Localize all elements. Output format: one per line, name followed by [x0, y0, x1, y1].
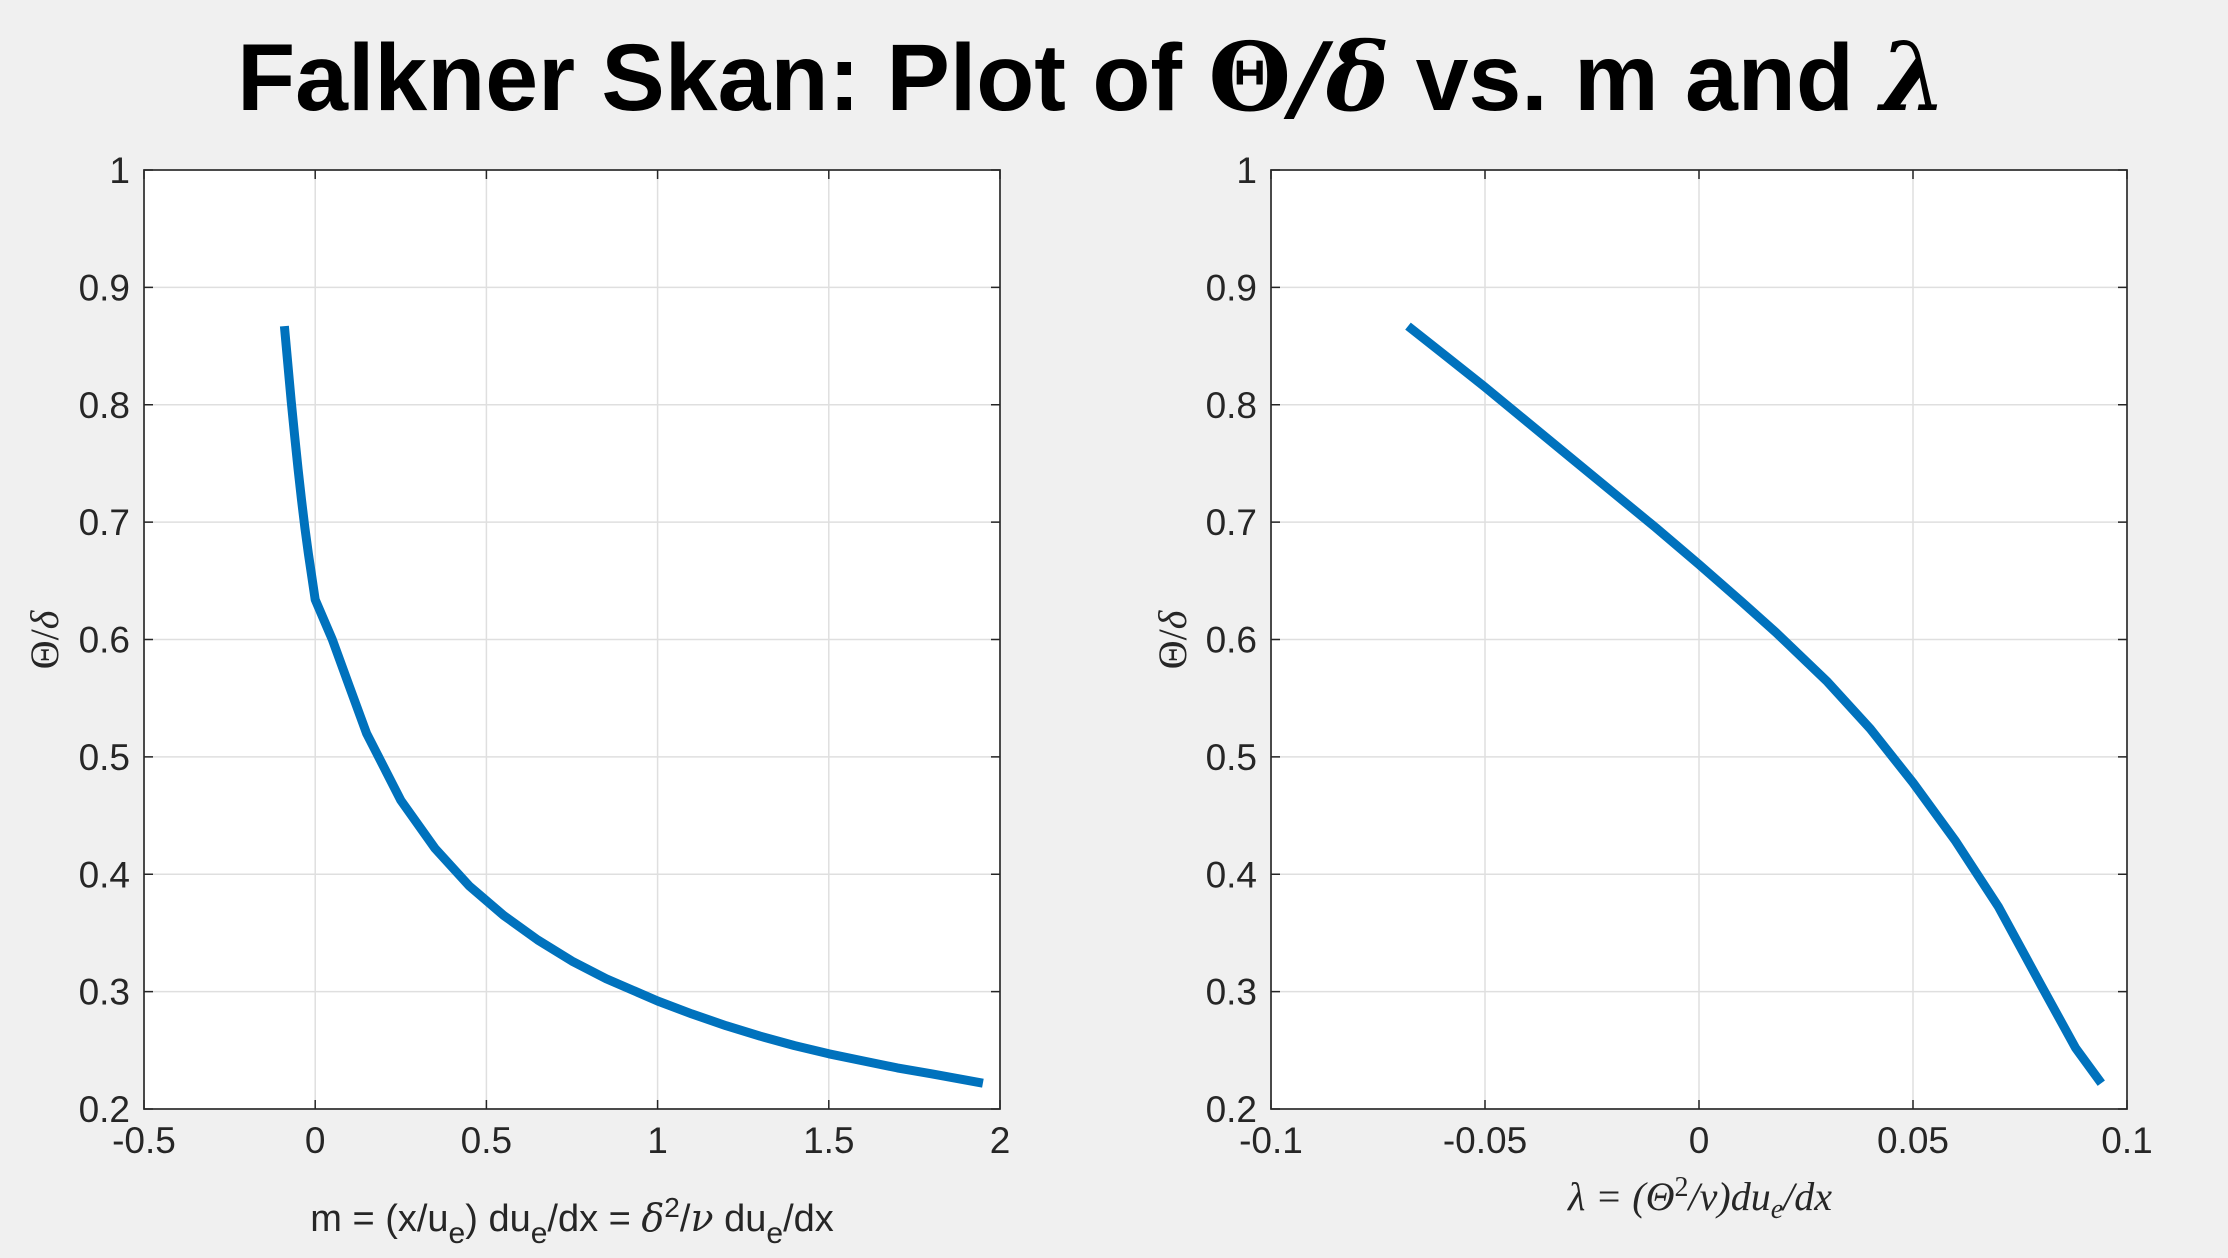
left-series-line	[279, 325, 984, 1088]
left-ytick-label: 0.3	[79, 972, 130, 1013]
left-ytick-label: 0.5	[79, 737, 130, 778]
right-series-line	[1405, 322, 2105, 1086]
left-ytick-labels: 0.2 0.3 0.4 0.5 0.6 0.7 0.8 0.9 1	[79, 150, 130, 1130]
right-x-axis-label: λ = (Θ2/ν)due/dx	[1567, 1172, 1832, 1225]
right-ytick-labels: 0.2 0.3 0.4 0.5 0.6 0.7 0.8 0.9 1	[1206, 150, 1257, 1130]
left-axes: -0.5 0 0.5 1 1.5 2 0.20.30.40.50.60.70.80.91 …	[22, 150, 1010, 1250]
right-curve-group	[1405, 322, 2105, 1086]
right-axes: -0.1 -0.05 0 0.05 0.1 0.20.30.40.50.60.70.80…	[1150, 150, 2153, 1225]
right-xtick-labels: -0.1 -0.05 0 0.05 0.1	[1239, 1120, 2153, 1161]
figure-title: Falkner Skan: Plot of Θ/δ vs. m and λ	[237, 22, 1947, 133]
right-ytick-label: 0.3	[1206, 972, 1257, 1013]
right-ytick-label: 1	[1236, 150, 1257, 191]
right-xtick-label: 0.1	[2101, 1120, 2152, 1161]
right-xtick-label: 0.05	[1877, 1120, 1949, 1161]
right-ytick-label: 0.2	[1206, 1089, 1257, 1130]
left-ytick-label: 0.2	[79, 1089, 130, 1130]
left-ytick-label: 0.6	[79, 620, 130, 661]
right-ytick-label: 0.6	[1206, 620, 1257, 661]
left-xtick-label: 1.5	[803, 1120, 854, 1161]
left-xtick-label: 1	[647, 1120, 668, 1161]
left-curve-group	[279, 325, 984, 1088]
left-x-axis-label: m = (x/ue) due/dx = δ2/ν due/dx	[310, 1192, 834, 1250]
right-ytick-label: 0.8	[1206, 385, 1257, 426]
right-xtick-label: 0	[1689, 1120, 1710, 1161]
left-ytick-label: 1	[109, 150, 130, 191]
right-xtick-label: -0.05	[1443, 1120, 1527, 1161]
left-ytick-label: 0.8	[79, 385, 130, 426]
right-xtick-label: -0.1	[1239, 1120, 1303, 1161]
right-ytick-label: 0.7	[1206, 502, 1257, 543]
right-ytick-label: 0.4	[1206, 854, 1257, 895]
left-xtick-labels: -0.5 0 0.5 1 1.5 2	[112, 1120, 1010, 1161]
left-xtick-label: 0	[305, 1120, 326, 1161]
left-xtick-label: -0.5	[112, 1120, 176, 1161]
left-ytick-label: 0.9	[79, 267, 130, 308]
right-y-axis-label: Θ/δ	[1150, 609, 1195, 669]
left-xtick-label: 2	[990, 1120, 1011, 1161]
left-xtick-label: 0.5	[461, 1120, 512, 1161]
left-ytick-label: 0.4	[79, 854, 130, 895]
right-axes-frame	[1270, 169, 2128, 1110]
right-ytick-label: 0.9	[1206, 267, 1257, 308]
right-ytick-label: 0.5	[1206, 737, 1257, 778]
left-y-axis-label: Θ/δ	[22, 609, 67, 669]
left-ytick-label: 0.7	[79, 502, 130, 543]
left-axes-frame	[143, 169, 1001, 1110]
